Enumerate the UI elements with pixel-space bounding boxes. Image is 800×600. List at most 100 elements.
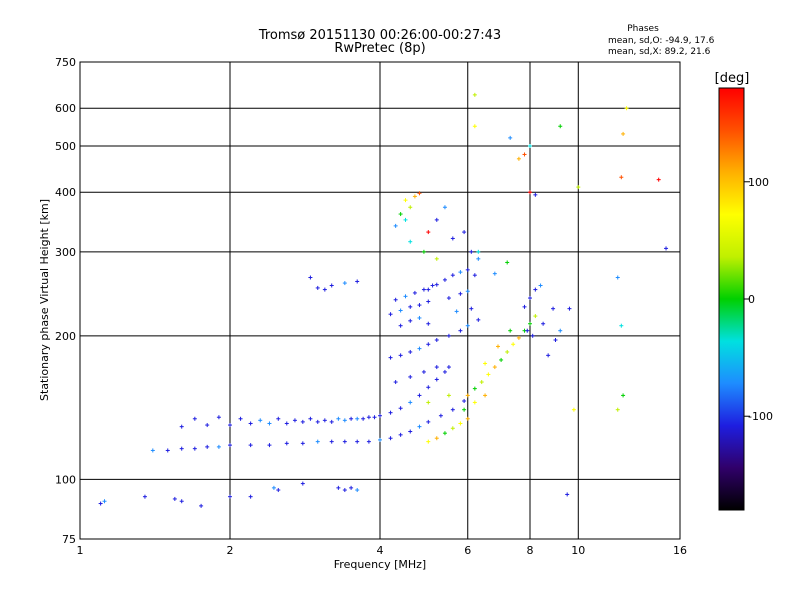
data-point — [442, 205, 447, 210]
data-point — [624, 106, 629, 111]
data-point — [403, 198, 408, 203]
data-point — [398, 353, 403, 358]
data-point — [546, 353, 551, 358]
data-point — [366, 415, 371, 420]
data-point — [271, 485, 276, 490]
data-point — [483, 361, 488, 366]
data-point — [656, 177, 661, 182]
data-point — [434, 377, 439, 382]
data-point — [516, 335, 521, 340]
data-point — [469, 306, 474, 311]
x-tick-label: 10 — [571, 544, 585, 557]
x-tick-label: 2 — [227, 544, 234, 557]
data-point — [393, 297, 398, 302]
data-point — [505, 260, 510, 265]
data-point — [329, 439, 334, 444]
data-point — [388, 312, 393, 317]
data-point — [528, 296, 532, 301]
data-point — [388, 410, 393, 415]
data-point — [329, 419, 334, 424]
colorbar-label: [deg] — [715, 71, 750, 86]
data-point — [479, 380, 484, 385]
data-point — [98, 501, 103, 506]
y-tick-label: 300 — [55, 246, 76, 259]
data-point — [472, 400, 477, 405]
data-point — [434, 256, 439, 261]
data-point — [571, 407, 576, 412]
data-point — [558, 328, 563, 333]
data-point — [408, 429, 413, 434]
data-point — [329, 283, 334, 288]
data-point — [216, 444, 221, 449]
data-point — [300, 419, 305, 424]
data-point — [426, 287, 431, 292]
data-point — [619, 175, 624, 180]
data-point — [398, 308, 403, 313]
data-point — [541, 321, 546, 326]
data-point — [426, 230, 431, 235]
data-point — [142, 494, 147, 499]
data-point — [408, 400, 413, 405]
data-point — [308, 416, 313, 421]
data-point — [248, 443, 253, 448]
data-point — [378, 413, 382, 418]
data-point — [412, 290, 417, 295]
data-point — [450, 426, 455, 431]
data-point — [408, 374, 413, 379]
data-point — [446, 333, 451, 338]
data-point — [322, 418, 327, 423]
data-point — [228, 423, 232, 428]
data-point — [408, 205, 413, 210]
data-point — [511, 342, 516, 347]
data-point — [438, 413, 443, 418]
data-point — [349, 416, 354, 421]
data-point — [388, 355, 393, 360]
data-point — [315, 439, 320, 444]
data-point — [465, 416, 470, 421]
data-point — [533, 287, 538, 292]
data-point — [408, 318, 413, 323]
data-point — [434, 436, 439, 441]
x-tick-label: 6 — [464, 544, 471, 557]
data-point — [525, 328, 530, 333]
y-tick-label: 750 — [55, 56, 76, 69]
data-point — [615, 275, 620, 280]
data-point — [426, 342, 431, 347]
stats-heading: Phases — [627, 24, 659, 34]
data-point — [426, 400, 431, 405]
data-point — [315, 285, 320, 290]
data-point — [408, 304, 413, 309]
data-point — [553, 337, 558, 342]
data-point — [284, 441, 289, 446]
data-point — [336, 485, 341, 490]
colorbar — [718, 87, 745, 511]
data-point — [172, 496, 177, 501]
data-point — [421, 249, 426, 254]
data-point — [528, 190, 532, 195]
data-point — [102, 499, 107, 504]
y-tick-label: 500 — [55, 140, 76, 153]
data-point — [276, 416, 281, 421]
data-point — [476, 256, 481, 261]
data-point — [258, 418, 263, 423]
y-tick-labels: 75 100 200 300 400 500 600 750 — [55, 56, 76, 546]
data-point — [426, 439, 431, 444]
colorbar-tick-label: 0 — [748, 293, 755, 306]
data-point — [538, 283, 543, 288]
colorbar-tick-label: 100 — [748, 176, 769, 189]
data-point — [522, 304, 527, 309]
x-tick-label: 1 — [77, 544, 84, 557]
y-tick-label: 100 — [55, 473, 76, 486]
x-axis-label: Frequency [MHz] — [334, 558, 426, 571]
data-point — [238, 416, 243, 421]
y-tick-label: 75 — [62, 533, 76, 546]
x-tick-label: 4 — [377, 544, 384, 557]
data-point — [216, 415, 221, 420]
data-point — [372, 415, 377, 420]
data-point — [450, 407, 455, 412]
data-point — [434, 337, 439, 342]
data-point — [476, 249, 481, 254]
data-point — [342, 418, 347, 423]
y-tick-label: 200 — [55, 330, 76, 343]
data-point — [355, 416, 360, 421]
